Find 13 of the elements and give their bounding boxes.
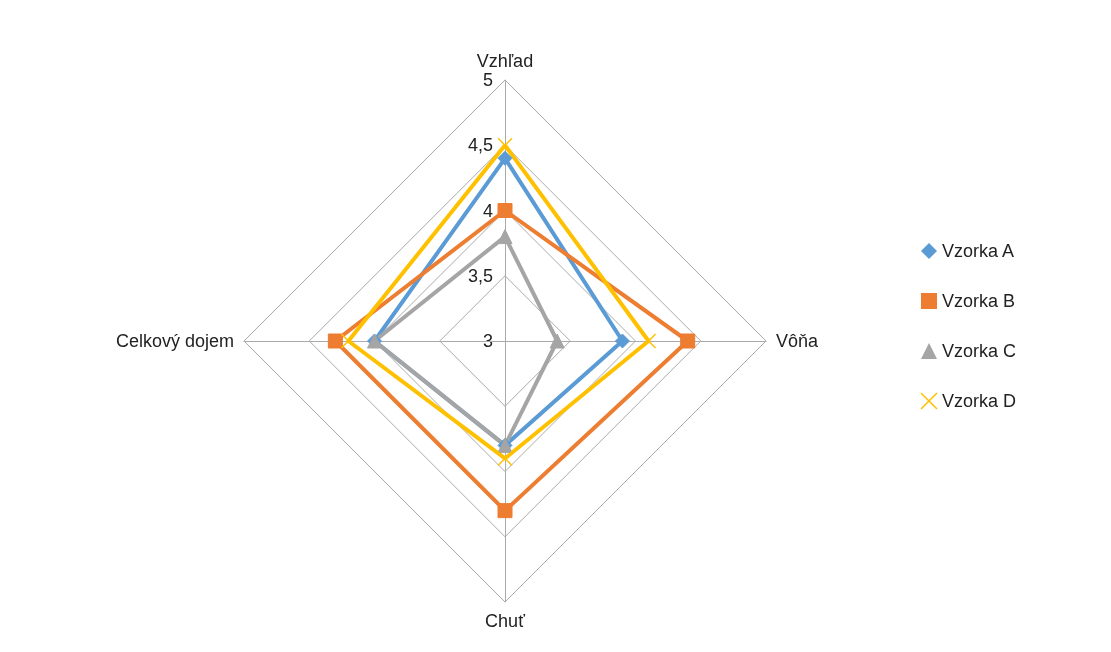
spoke-label: Vôňa [776,331,820,351]
spoke-label: Celkový dojem [115,331,234,351]
y-tick-label: 4,5 [467,135,493,156]
y-tick-label: 5 [482,70,493,90]
legend-label: Vzorka C [941,341,1017,361]
legend-label: Vzorka A [941,241,1015,261]
legend-label: Vzorka B [941,291,1016,311]
y-tick-label: 3 [482,331,493,351]
spoke-label: Vzhľad [476,51,534,71]
legend-label: Vzorka D [941,391,1017,411]
y-tick-label: 4 [482,200,493,221]
y-tick-label: 3,5 [467,265,493,286]
spoke-label: Chuť [485,611,526,631]
